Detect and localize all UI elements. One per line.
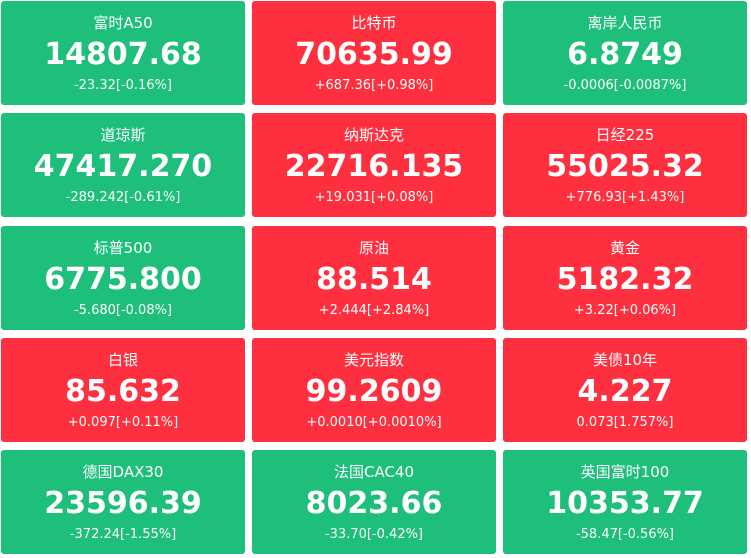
market-tile[interactable]: 白银 85.632 +0.097[+0.11%] [1, 337, 245, 442]
tile-price: 85.632 [65, 373, 181, 409]
tile-change: -5.680[-0.08%] [73, 302, 173, 318]
tile-name: 白银 [107, 350, 138, 369]
tile-name: 美元指数 [343, 350, 404, 369]
market-tile[interactable]: 日经225 55025.32 +776.93[+1.43%] [503, 113, 747, 218]
tile-price: 47417.270 [33, 149, 213, 185]
tile-name: 道琼斯 [100, 126, 146, 145]
tile-price: 22716.135 [284, 149, 464, 185]
tile-change: +0.0010[+0.0010%] [306, 414, 442, 430]
tile-name: 比特币 [351, 14, 397, 32]
tile-change: +776.93[+1.43%] [565, 190, 685, 206]
tile-change: +19.031[+0.08%] [314, 190, 434, 206]
tile-price: 88.514 [316, 261, 432, 297]
market-tile[interactable]: 法国CAC40 8023.66 -33.70[-0.42%] [252, 450, 496, 555]
market-tile[interactable]: 黄金 5182.32 +3.22[+0.06%] [503, 225, 747, 330]
tile-change: 0.073[1.757%] [576, 414, 674, 430]
tile-name: 德国DAX30 [82, 463, 164, 482]
tile-change: -33.70[-0.42%] [324, 527, 424, 543]
tile-price: 70635.99 [295, 37, 453, 72]
tile-price: 4.227 [577, 373, 673, 409]
tile-change: -372.24[-1.55%] [69, 527, 177, 543]
tile-name: 日经225 [595, 126, 655, 145]
tile-name: 纳斯达克 [343, 126, 404, 145]
tile-name: 原油 [358, 238, 389, 257]
market-tile[interactable]: 标普500 6775.800 -5.680[-0.08%] [1, 225, 245, 330]
tile-change: +0.097[+0.11%] [67, 414, 179, 430]
market-tile[interactable]: 离岸人民币 6.8749 -0.0006[-0.0087%] [503, 1, 747, 105]
market-tile[interactable]: 德国DAX30 23596.39 -372.24[-1.55%] [1, 450, 245, 555]
tile-name: 富时A50 [93, 14, 153, 32]
tile-change: -289.242[-0.61%] [65, 190, 181, 206]
tile-change: +687.36[+0.98%] [314, 78, 434, 93]
tile-price: 99.2609 [305, 373, 443, 409]
tile-change: +3.22[+0.06%] [573, 302, 677, 318]
tile-price: 10353.77 [546, 486, 704, 522]
tile-name: 美债10年 [592, 350, 658, 369]
tile-name: 标普500 [93, 238, 153, 257]
tile-price: 5182.32 [556, 261, 694, 297]
tile-name: 离岸人民币 [587, 14, 663, 32]
tile-name: 黄金 [609, 238, 640, 257]
market-tile[interactable]: 比特币 70635.99 +687.36[+0.98%] [252, 1, 496, 105]
tile-price: 23596.39 [44, 486, 202, 522]
tile-price: 14807.68 [44, 37, 202, 72]
market-tile[interactable]: 原油 88.514 +2.444[+2.84%] [252, 225, 496, 330]
tile-change: +2.444[+2.84%] [318, 302, 430, 318]
market-tile[interactable]: 美债10年 4.227 0.073[1.757%] [503, 337, 747, 442]
tile-name: 英国富时100 [580, 463, 670, 482]
market-tile[interactable]: 富时A50 14807.68 -23.32[-0.16%] [1, 1, 245, 105]
tile-change: -23.32[-0.16%] [73, 78, 173, 93]
tile-change: -0.0006[-0.0087%] [563, 78, 687, 93]
tile-price: 6775.800 [44, 261, 202, 297]
market-tile[interactable]: 美元指数 99.2609 +0.0010[+0.0010%] [252, 337, 496, 442]
tile-price: 6.8749 [567, 37, 683, 72]
tile-change: -58.47[-0.56%] [575, 527, 675, 543]
tile-name: 法国CAC40 [333, 463, 415, 482]
tile-price: 55025.32 [546, 149, 704, 185]
market-tile[interactable]: 道琼斯 47417.270 -289.242[-0.61%] [1, 113, 245, 218]
tile-price: 8023.66 [305, 486, 443, 522]
market-tile[interactable]: 英国富时100 10353.77 -58.47[-0.56%] [503, 450, 747, 555]
market-tile[interactable]: 纳斯达克 22716.135 +19.031[+0.08%] [252, 113, 496, 218]
